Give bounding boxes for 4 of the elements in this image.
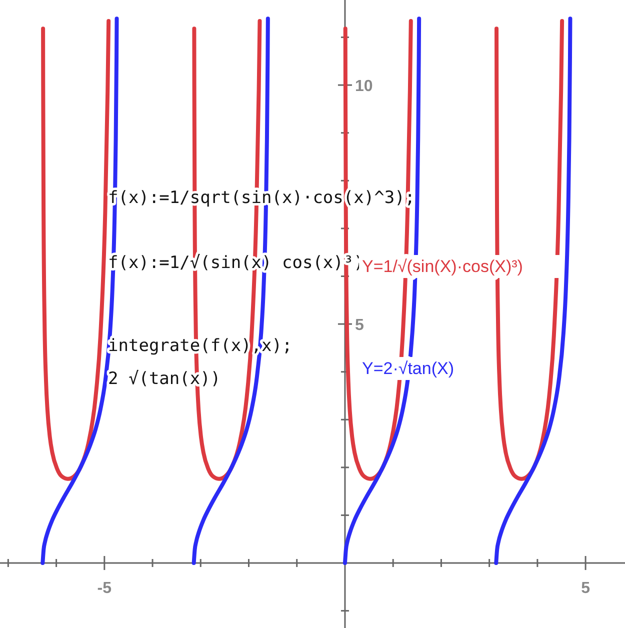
y-tick-label: 10 — [354, 78, 373, 96]
series-label: Y=1/√(sin(X)·cos(X)³) — [362, 257, 523, 276]
series-label: Y=2·√tan(X) — [362, 359, 454, 378]
x-tick-label: -5 — [97, 580, 112, 597]
